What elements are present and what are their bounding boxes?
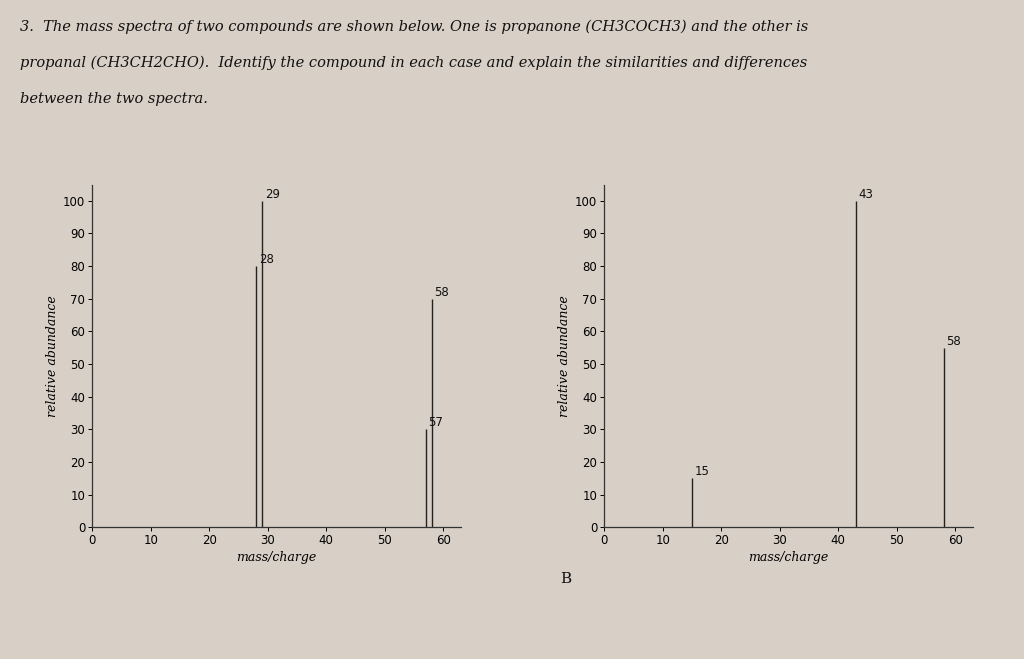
Text: 29: 29	[264, 188, 280, 201]
X-axis label: mass/charge: mass/charge	[749, 552, 828, 564]
Text: 15: 15	[694, 465, 710, 478]
Text: 57: 57	[428, 416, 443, 429]
Y-axis label: relative abundance: relative abundance	[558, 295, 570, 416]
Text: propanal (CH3CH2CHO).  Identify the compound in each case and explain the simila: propanal (CH3CH2CHO). Identify the compo…	[20, 56, 808, 71]
Text: between the two spectra.: between the two spectra.	[20, 92, 208, 106]
Text: B: B	[560, 572, 571, 586]
Text: 3.  The mass spectra of two compounds are shown below. One is propanone (CH3COCH: 3. The mass spectra of two compounds are…	[20, 20, 809, 34]
Text: 43: 43	[858, 188, 873, 201]
Y-axis label: relative abundance: relative abundance	[46, 295, 58, 416]
Text: 58: 58	[434, 286, 450, 299]
X-axis label: mass/charge: mass/charge	[237, 552, 316, 564]
Text: 58: 58	[946, 335, 962, 348]
Text: 28: 28	[259, 253, 273, 266]
